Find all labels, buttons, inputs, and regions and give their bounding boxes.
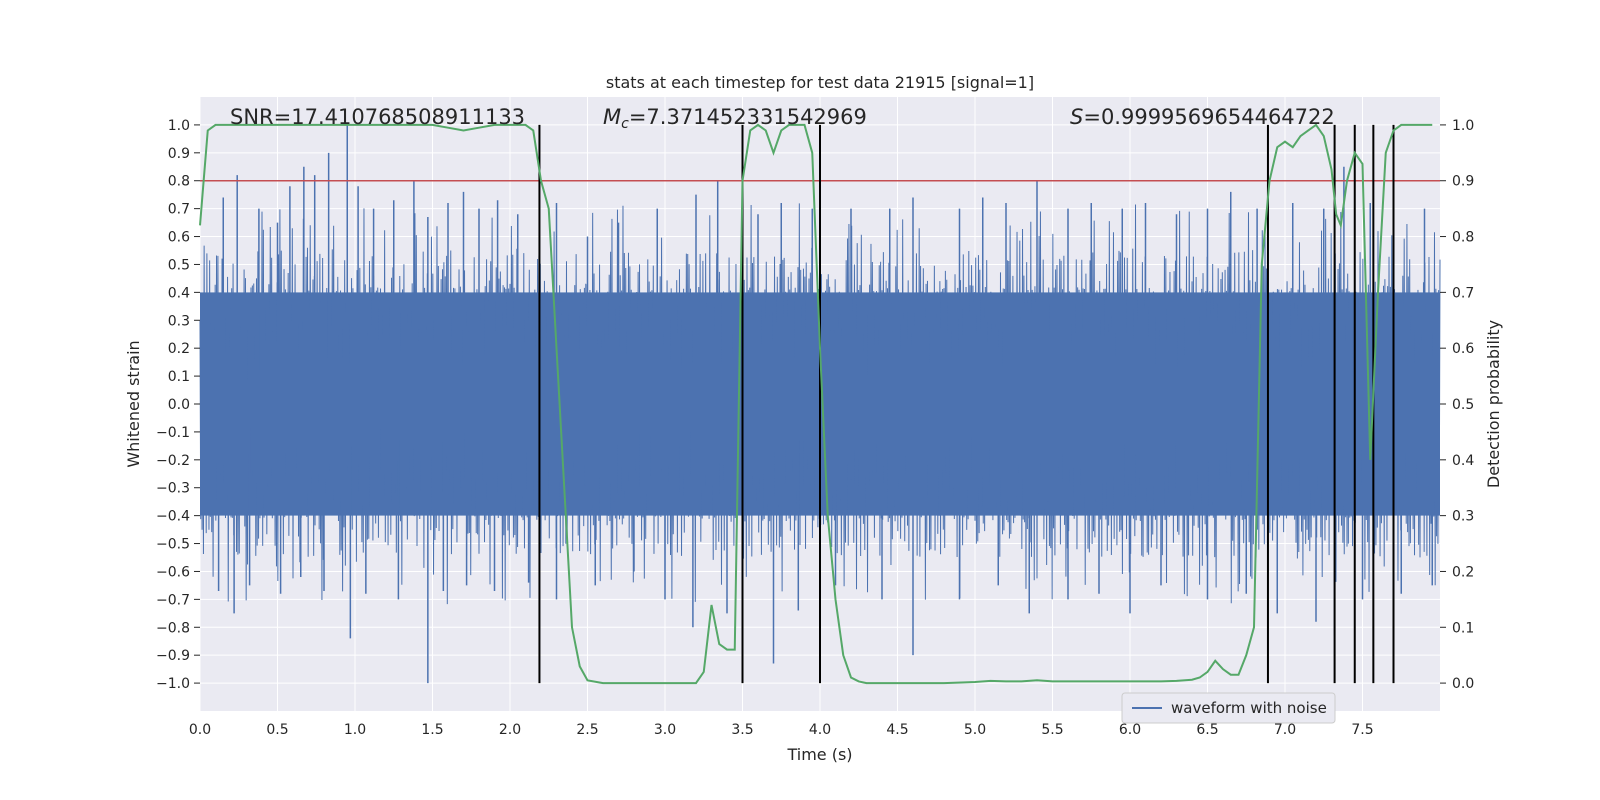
y-tick-label: 0.8: [168, 174, 190, 190]
legend-box: [1121, 692, 1336, 724]
y-tick-label: 0.2: [168, 341, 190, 357]
y-tick-label: −0.5: [156, 537, 190, 553]
legend: waveform with noise: [1121, 692, 1336, 724]
x-tick-label: 5.0: [964, 722, 986, 738]
x-tick-label: 1.0: [344, 722, 366, 738]
detection-probability-line: [199, 123, 1433, 685]
y-tick-label: −0.9: [156, 648, 190, 664]
y-right-tick-label: 0.0: [1452, 676, 1474, 692]
x-axis: 0.0 0.5 1.0 1.5 2.0 2.5 3.0 3.5 4.0 4.5 5.0 5.5 6.0 6…: [189, 722, 1374, 738]
s-symbol: S: [1070, 105, 1083, 129]
legend-entry-waveform: waveform with noise: [1171, 699, 1327, 717]
y-right-tick-label: 0.5: [1452, 397, 1474, 413]
y-tick-label: −1.0: [156, 676, 190, 692]
y-tick-label: 0.5: [168, 257, 190, 273]
x-tick-label: 4.5: [886, 722, 908, 738]
y-tick-label: 0.3: [168, 313, 190, 329]
y-right-tick-label: 0.4: [1452, 453, 1474, 469]
mc-symbol: M: [603, 105, 621, 129]
y-axis-right: 1.0 0.9 0.8 0.7 0.6 0.5 0.4 0.3 0.2 0.1 0.0: [1440, 118, 1474, 692]
y-tick-label: 1.0: [168, 118, 190, 134]
y-right-tick-label: 0.1: [1452, 620, 1474, 636]
y-tick-label: −0.1: [156, 425, 190, 441]
y-tick-label: −0.6: [156, 564, 190, 580]
x-axis-label: Time (s): [786, 745, 852, 764]
x-tick-label: 6.5: [1196, 722, 1218, 738]
y-tick-label: −0.7: [156, 592, 190, 608]
y-axis-label: Whitened strain: [124, 340, 143, 467]
y-right-tick-label: 1.0: [1452, 118, 1474, 134]
x-tick-label: 2.5: [576, 722, 598, 738]
y-right-tick-label: 0.7: [1452, 285, 1474, 301]
s-annotation: S=0.9999569654464722: [1070, 105, 1335, 129]
mc-subscript: c: [621, 116, 629, 132]
y-axis-left: 1.0 0.9 0.8 0.7 0.6 0.5 0.4 0.3 0.2 0.1 0.0 −0.1 −0.…: [156, 118, 200, 692]
x-tick-label: 7.5: [1351, 722, 1373, 738]
y-tick-label: −0.4: [156, 509, 190, 525]
y-right-tick-label: 0.6: [1452, 341, 1474, 357]
x-tick-label: 0.5: [266, 722, 288, 738]
x-tick-label: 2.0: [499, 722, 521, 738]
x-tick-label: 7.0: [1274, 722, 1296, 738]
x-tick-label: 0.0: [189, 722, 211, 738]
x-tick-label: 4.0: [809, 722, 831, 738]
y-tick-label: 0.0: [168, 397, 190, 413]
y-right-tick-label: 0.3: [1452, 509, 1474, 525]
y-tick-label: −0.2: [156, 453, 190, 469]
x-tick-label: 3.5: [731, 722, 753, 738]
y-tick-label: 0.1: [168, 369, 190, 385]
y-tick-label: 0.7: [168, 202, 190, 218]
mc-annotation: Mc=7.371452331542969: [603, 105, 867, 132]
y-tick-label: 0.6: [168, 230, 190, 246]
y-tick-label: −0.3: [156, 481, 190, 497]
chart-title: stats at each timestep for test data 219…: [606, 73, 1034, 92]
y-right-tick-label: 0.9: [1452, 174, 1474, 190]
detection-probability-series: [199, 123, 1433, 685]
snr-annotation: SNR=17.410768508911133: [230, 105, 525, 129]
y-axis-right-label: Detection probability: [1484, 320, 1503, 488]
mc-value: =7.371452331542969: [629, 105, 867, 129]
y-tick-label: 0.9: [168, 146, 190, 162]
x-tick-label: 1.5: [421, 722, 443, 738]
x-tick-label: 6.0: [1119, 722, 1141, 738]
x-tick-label: 5.5: [1041, 722, 1063, 738]
y-tick-label: −0.8: [156, 620, 190, 636]
y-right-tick-label: 0.2: [1452, 564, 1474, 580]
y-right-tick-label: 0.8: [1452, 230, 1474, 246]
x-tick-label: 3.0: [654, 722, 676, 738]
s-value: =0.9999569654464722: [1083, 105, 1334, 129]
y-tick-label: 0.4: [168, 285, 190, 301]
